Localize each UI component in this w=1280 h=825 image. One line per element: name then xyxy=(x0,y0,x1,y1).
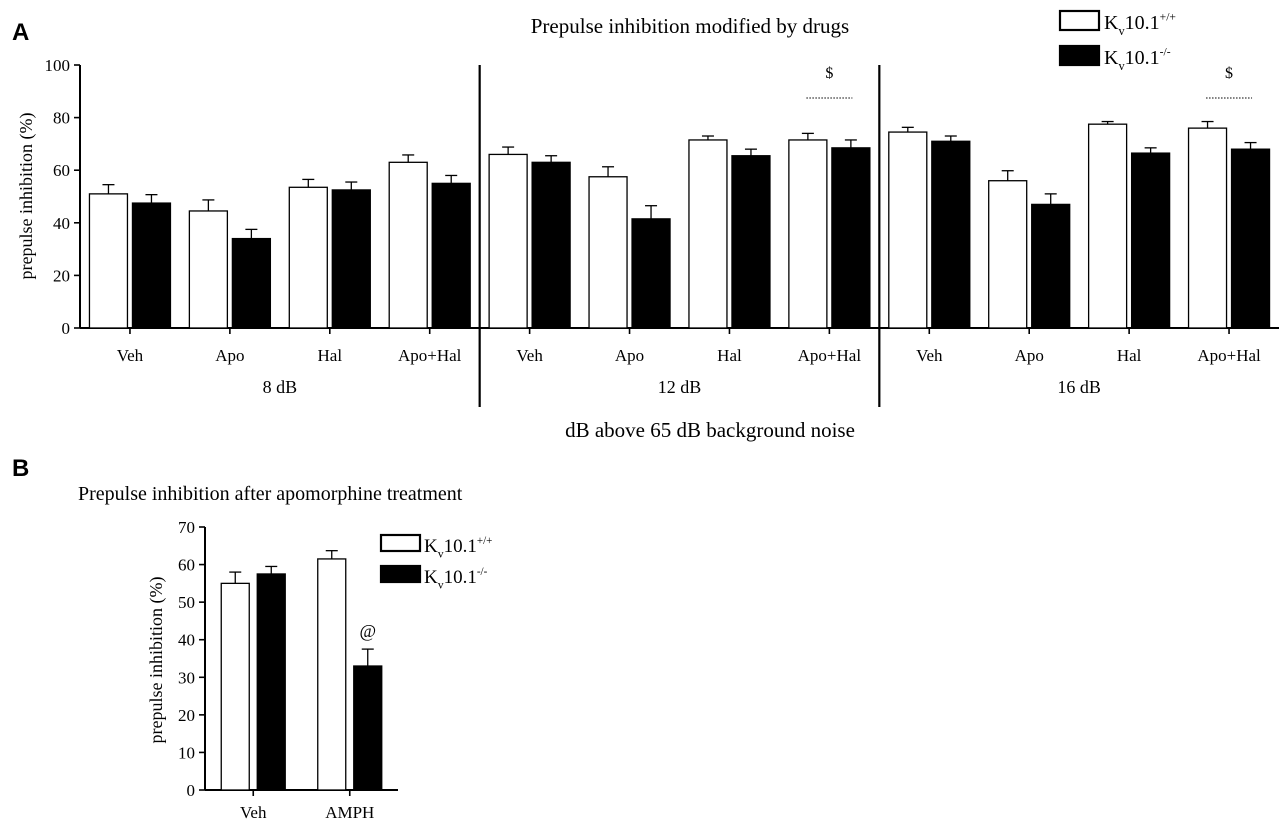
group-label: 16 dB xyxy=(1057,377,1101,397)
y-tick-label: 40 xyxy=(53,214,70,233)
bar-a-0-3-1 xyxy=(431,182,471,329)
y-tick-label: 50 xyxy=(178,593,195,612)
legend-label-knockout: Kv10.1-/- xyxy=(424,566,488,592)
x-tick-label: Hal xyxy=(1117,346,1142,365)
bar-a-1-3-1 xyxy=(831,147,871,329)
x-tick-label: Veh xyxy=(916,346,943,365)
bar-a-2-3-0 xyxy=(1187,127,1228,329)
x-tick-label: Apo xyxy=(215,346,244,365)
bar-a-1-2-0 xyxy=(688,139,728,329)
panel-b-ylabel: prepulse inhibition (%) xyxy=(146,577,167,744)
y-tick-label: 0 xyxy=(187,781,196,800)
panel-a-title: Prepulse inhibition modified by drugs xyxy=(531,14,849,38)
bar-a-0-1-1 xyxy=(231,237,272,329)
x-tick-label: AMPH xyxy=(325,803,374,822)
y-tick-label: 0 xyxy=(62,319,71,338)
x-tick-label: Veh xyxy=(117,346,144,365)
group-label: 12 dB xyxy=(658,377,702,397)
x-tick-label: Apo xyxy=(615,346,644,365)
bar-a-1-0-1 xyxy=(531,161,571,329)
x-tick-label: Apo+Hal xyxy=(398,346,462,365)
legend-swatch-knockout xyxy=(1058,44,1101,67)
bar-b-1-1 xyxy=(353,665,383,791)
bar-a-0-3-0 xyxy=(388,161,428,329)
y-tick-label: 30 xyxy=(178,668,195,687)
x-tick-label: Veh xyxy=(240,803,267,822)
panel-a-ylabel: prepulse inhibition (%) xyxy=(16,113,37,280)
y-tick-label: 20 xyxy=(178,706,195,725)
bar-a-1-1-0 xyxy=(588,176,628,329)
bar-a-1-1-1 xyxy=(631,218,671,329)
bar-a-0-2-0 xyxy=(288,186,328,329)
y-tick-label: 10 xyxy=(178,743,195,762)
bar-a-0-0-0 xyxy=(88,193,129,329)
legend-swatch-knockout xyxy=(379,564,422,584)
bar-a-2-0-0 xyxy=(888,131,928,329)
y-tick-label: 80 xyxy=(53,109,70,128)
panel-b-letter: B xyxy=(12,455,29,482)
bar-a-2-1-1 xyxy=(1031,203,1071,329)
y-tick-label: 70 xyxy=(178,518,195,537)
panel-a-xlabel: dB above 65 dB background noise xyxy=(565,418,855,442)
bar-a-0-2-1 xyxy=(331,189,371,329)
group-label: 8 dB xyxy=(263,377,298,397)
bar-a-1-2-1 xyxy=(731,155,771,329)
bar-a-2-2-1 xyxy=(1130,152,1171,329)
bar-a-0-1-0 xyxy=(188,210,229,329)
panel-a-chart: 0 20 40 60 80 100 Veh Apo Hal Apo+Hal 8 dB Veh Apo Ha… xyxy=(45,9,1279,407)
bar-a-2-3-1 xyxy=(1230,148,1271,329)
bar-a-2-0-1 xyxy=(931,140,971,329)
y-tick-label: 100 xyxy=(45,56,71,75)
panel-a-letter: A xyxy=(12,19,29,46)
y-tick-label: 40 xyxy=(178,631,195,650)
x-tick-label: Apo+Hal xyxy=(798,346,862,365)
x-tick-label: Apo+Hal xyxy=(1197,346,1261,365)
bar-a-1-3-0 xyxy=(788,139,828,329)
bar-a-2-1-0 xyxy=(988,180,1028,329)
legend-label-wildtype: Kv10.1+/+ xyxy=(1104,11,1176,38)
legend-swatch-wildtype xyxy=(1058,9,1101,32)
annotation-label: $ xyxy=(1225,65,1233,82)
bar-b-1-0 xyxy=(317,558,347,791)
x-tick-label: Apo xyxy=(1015,346,1044,365)
legend-label-wildtype: Kv10.1+/+ xyxy=(424,535,492,561)
annotation-label: $ xyxy=(825,65,833,82)
bar-a-1-0-0 xyxy=(488,153,528,329)
annotation-label: @ xyxy=(359,621,376,641)
x-tick-label: Veh xyxy=(516,346,543,365)
panel-b-title: Prepulse inhibition after apomorphine tr… xyxy=(78,483,463,505)
y-tick-label: 20 xyxy=(53,266,70,285)
legend-swatch-wildtype xyxy=(379,533,422,553)
bar-b-0-0 xyxy=(220,582,250,791)
bar-a-0-0-1 xyxy=(131,202,172,329)
y-tick-label: 60 xyxy=(53,161,70,180)
x-tick-label: Hal xyxy=(318,346,343,365)
panel-b-chart: 0 10 20 30 40 50 60 70 Veh @ AMPH Kv10.1+/+ Kv10.1-/… xyxy=(178,518,492,822)
legend-label-knockout: Kv10.1-/- xyxy=(1104,46,1171,73)
y-tick-label: 60 xyxy=(178,556,195,575)
x-tick-label: Hal xyxy=(717,346,742,365)
bar-b-0-1 xyxy=(256,573,286,791)
bar-a-2-2-0 xyxy=(1087,123,1128,329)
